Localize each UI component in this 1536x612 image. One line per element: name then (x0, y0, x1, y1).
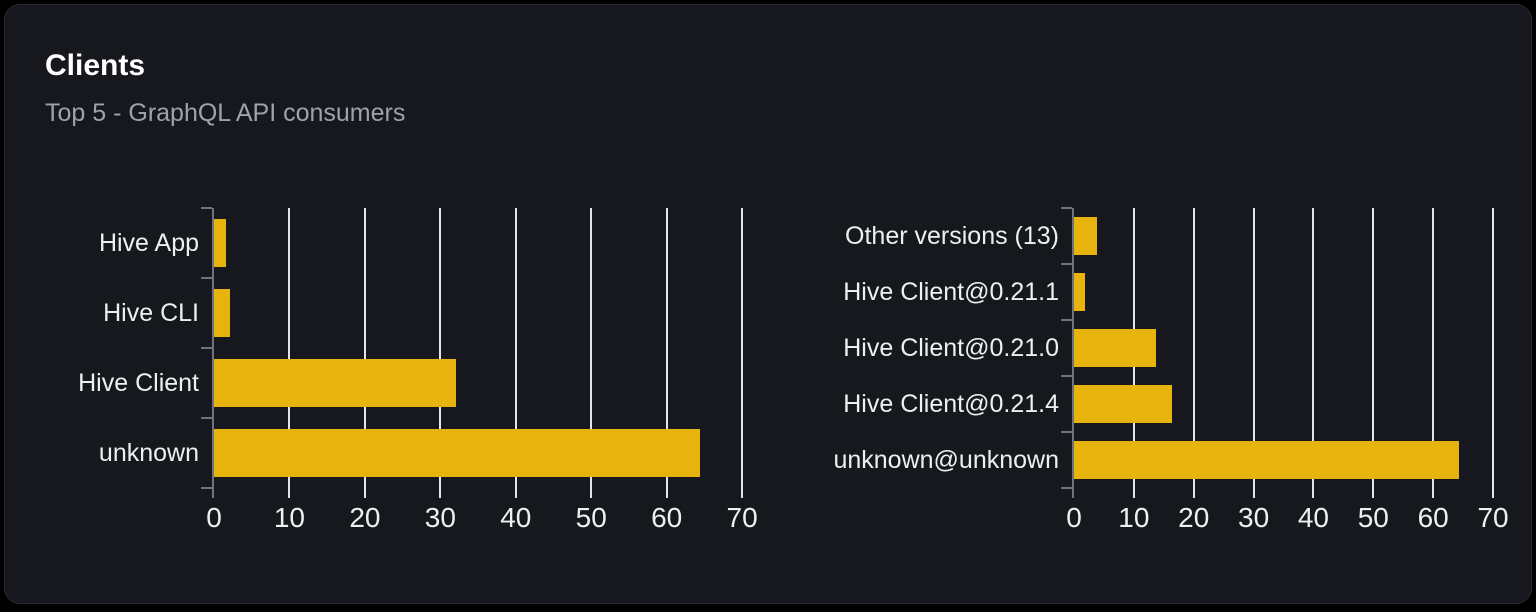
y-axis-tick (201, 207, 212, 209)
gridline (1192, 208, 1195, 488)
card-subtitle: Top 5 - GraphQL API consumers (45, 99, 406, 127)
bar-hive-app[interactable] (214, 219, 227, 267)
x-axis-tick (1492, 488, 1495, 498)
plot-area-stack: 0 10 20 30 40 50 60 70 (1061, 207, 1509, 540)
gridline (439, 208, 442, 488)
gridline (363, 208, 366, 488)
x-axis-tick (590, 488, 593, 498)
bar-unknown[interactable] (214, 429, 700, 477)
clients-bar-chart: Hive App Hive CLI Hive Client unknown 0 10 20 3… (35, 207, 761, 540)
x-axis-tick (363, 488, 366, 498)
x-tick-label: 30 (1238, 502, 1270, 533)
bar-hive-client-0-21-1[interactable] (1074, 273, 1086, 311)
x-tick-label: 40 (500, 502, 532, 533)
bar-row (1074, 208, 1508, 264)
bar-row (214, 208, 761, 278)
y-axis-tick (1061, 319, 1072, 321)
bar-hive-client[interactable] (214, 359, 457, 407)
gridline (1492, 208, 1495, 488)
gridline (1252, 208, 1255, 488)
x-tick-label: 20 (1178, 502, 1210, 533)
gridline (1312, 208, 1315, 488)
category-label: Hive Client@0.21.0 (843, 333, 1059, 362)
x-tick-label: 30 (424, 502, 456, 533)
x-axis-tick (1372, 488, 1375, 498)
bar-hive-client-0-21-4[interactable] (1074, 385, 1172, 423)
y-axis-labels: Other versions (13) Hive Client@0.21.1 Hiv… (825, 208, 1074, 540)
gridline (741, 208, 744, 488)
y-axis-tick (201, 277, 212, 279)
gridline (288, 208, 291, 488)
x-tick-label: 10 (1118, 502, 1150, 533)
gridline (1372, 208, 1375, 488)
y-axis-tick (1061, 207, 1072, 209)
x-axis-tick (741, 488, 744, 498)
y-axis-line (212, 208, 214, 498)
y-axis-tick (201, 347, 212, 349)
category-label: Other versions (13) (845, 221, 1059, 250)
category-label: Hive Client@0.21.1 (843, 277, 1059, 306)
x-tick-label: 20 (349, 502, 381, 533)
bar-row (1074, 432, 1508, 488)
x-axis-tick (1252, 488, 1255, 498)
bar-row (214, 348, 761, 418)
gridline (514, 208, 517, 488)
y-axis-tick (201, 417, 212, 419)
x-axis-labels: 0 10 20 30 40 50 60 70 (206, 488, 761, 540)
x-axis-tick (1432, 488, 1435, 498)
clients-card: Clients Top 5 - GraphQL API consumers Hi… (4, 4, 1532, 604)
bar-row (1074, 264, 1508, 320)
x-axis-tick (1312, 488, 1315, 498)
x-axis-tick (288, 488, 291, 498)
category-label: Hive Client@0.21.4 (843, 389, 1059, 418)
y-axis-line (1072, 208, 1074, 498)
bar-row (1074, 376, 1508, 432)
x-axis-tick (1132, 488, 1135, 498)
bar-hive-cli[interactable] (214, 289, 230, 337)
x-tick-label: 10 (273, 502, 306, 533)
x-tick-label: 50 (1357, 502, 1389, 533)
y-axis-tick (1061, 263, 1072, 265)
category-label: Hive Client (78, 368, 199, 397)
x-tick-label: 50 (575, 502, 607, 533)
card-title: Clients (45, 49, 146, 82)
y-axis-labels: Hive App Hive CLI Hive Client unknown (35, 208, 214, 540)
plot-area (1061, 207, 1508, 498)
gridline (1432, 208, 1435, 488)
y-axis-tick (1061, 375, 1072, 377)
bar-row (214, 278, 761, 348)
bar-row (1074, 320, 1508, 376)
plot-area (201, 207, 761, 498)
y-axis-tick (1061, 487, 1072, 489)
x-tick-label: 40 (1297, 502, 1330, 533)
category-label: Hive App (98, 228, 199, 257)
x-axis-tick (514, 488, 517, 498)
category-label: unknown (98, 438, 199, 467)
x-tick-label: 70 (1477, 502, 1509, 533)
bar-unknown-unknown[interactable] (1074, 441, 1459, 479)
gridline (665, 208, 668, 488)
client-versions-bar-chart: Other versions (13) Hive Client@0.21.1 Hiv… (825, 207, 1509, 540)
plot-area-stack: 0 10 20 30 40 50 60 70 (201, 207, 761, 540)
category-label: Hive CLI (103, 298, 199, 327)
bar-other-versions-13-[interactable] (1074, 217, 1098, 255)
x-axis-tick (1192, 488, 1195, 498)
y-axis-tick (201, 487, 212, 489)
gridline (590, 208, 593, 488)
x-axis-labels: 0 10 20 30 40 50 60 70 (1066, 488, 1509, 540)
y-axis-tick (1061, 431, 1072, 433)
bar-hive-client-0-21-0[interactable] (1074, 329, 1156, 367)
x-tick-label: 60 (1417, 502, 1449, 533)
category-label: unknown@unknown (833, 445, 1059, 474)
x-tick-label: 0 (1066, 502, 1082, 533)
x-axis-tick (439, 488, 442, 498)
x-tick-label: 70 (726, 502, 758, 533)
bar-row (214, 418, 761, 488)
x-axis-tick (665, 488, 668, 498)
x-tick-label: 60 (651, 502, 683, 533)
x-tick-label: 0 (206, 502, 222, 533)
